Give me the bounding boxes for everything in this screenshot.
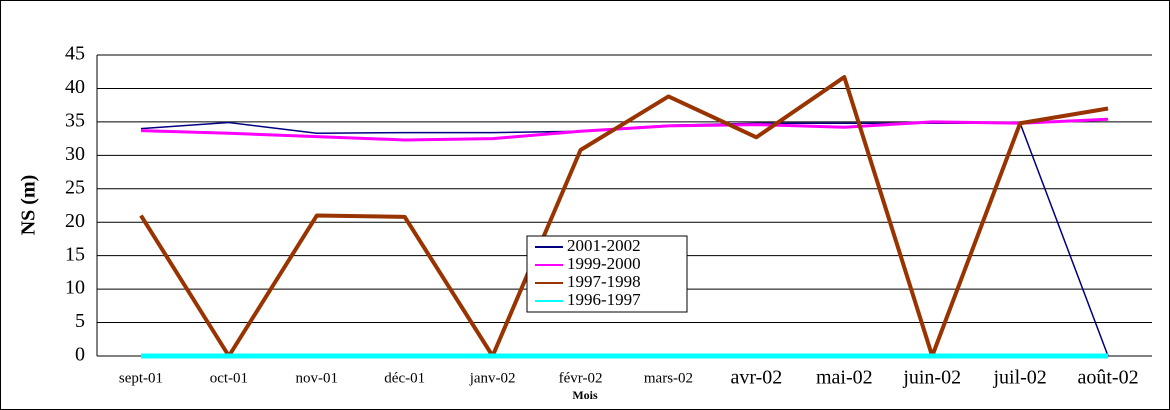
x-tick-label: avr-02	[730, 367, 782, 389]
x-tick-label: juin-02	[902, 367, 961, 389]
y-tick-label: 25	[65, 176, 85, 198]
y-tick-label: 40	[65, 76, 85, 98]
x-axis-title: Mois	[572, 388, 598, 402]
legend-label: 1996-1997	[567, 290, 641, 309]
y-tick-label: 5	[75, 310, 85, 332]
y-tick-label: 45	[65, 43, 85, 65]
series-line	[139, 75, 1109, 358]
y-tick-label: 15	[65, 243, 85, 265]
x-tick-label: oct-01	[210, 370, 248, 386]
legend-label: 1997-1998	[567, 272, 641, 291]
legend-label: 1999-2000	[567, 254, 641, 273]
y-tick-label: 10	[65, 277, 85, 299]
y-tick-label: 30	[65, 143, 85, 165]
y-tick-label: 20	[65, 210, 85, 232]
x-tick-label: févr-02	[559, 370, 603, 386]
x-tick-label: sept-01	[119, 370, 163, 386]
y-tick-label: 0	[75, 344, 85, 366]
x-tick-label: mars-02	[644, 370, 693, 386]
x-tick-label: déc-01	[384, 370, 425, 386]
x-tick-label: mai-02	[816, 367, 873, 389]
x-tick-label: janv-02	[469, 370, 516, 386]
x-tick-label: juil-02	[992, 367, 1046, 389]
y-tick-label: 35	[65, 109, 85, 131]
x-tick-label: nov-01	[296, 370, 339, 386]
legend-box	[526, 235, 688, 313]
series-line	[140, 117, 1109, 142]
x-tick-label: août-02	[1077, 367, 1138, 389]
y-axis-title: NS (m)	[18, 175, 40, 236]
legend-label: 2001-2002	[567, 236, 641, 255]
